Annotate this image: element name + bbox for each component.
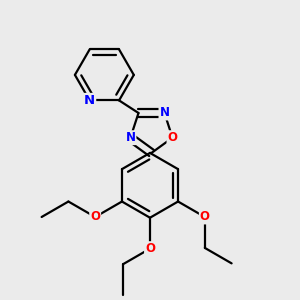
Text: N: N (125, 131, 136, 144)
Text: O: O (145, 242, 155, 255)
Text: N: N (160, 106, 170, 119)
Text: O: O (167, 131, 178, 144)
Text: O: O (90, 211, 100, 224)
Text: N: N (84, 94, 95, 107)
Text: O: O (200, 211, 210, 224)
